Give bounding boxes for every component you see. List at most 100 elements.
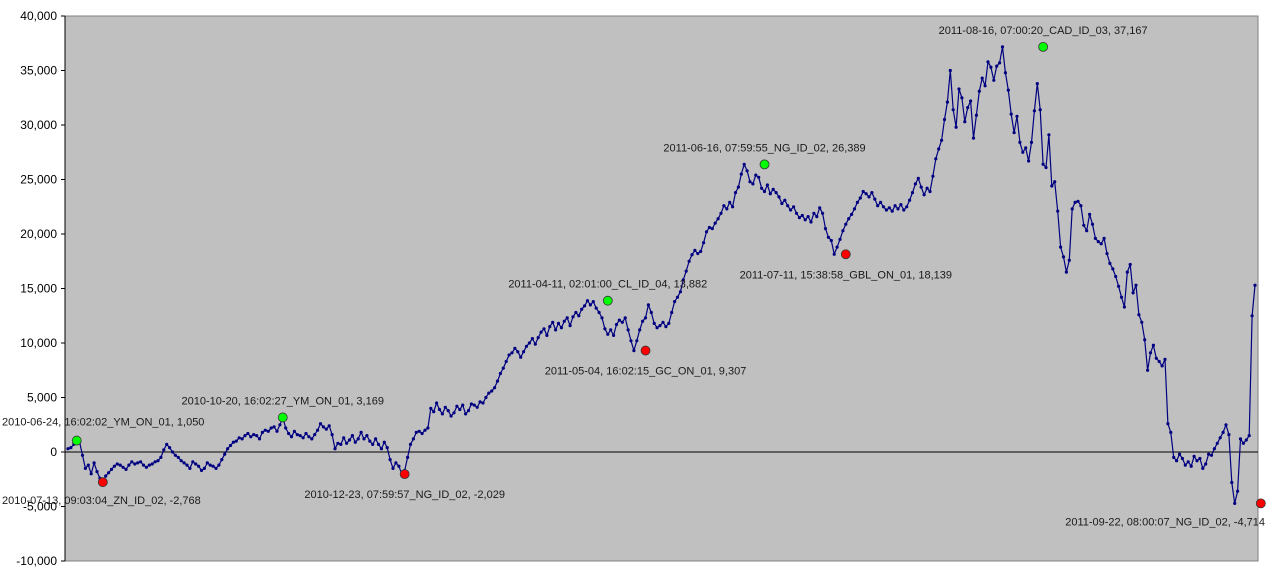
data-point [652, 321, 656, 325]
data-point [533, 342, 537, 346]
data-point [823, 227, 828, 231]
data-point [1183, 463, 1187, 467]
data-point [385, 446, 389, 450]
data-point [536, 336, 540, 340]
data-point [153, 460, 157, 464]
data-point [722, 204, 726, 208]
data-point [931, 174, 935, 178]
data-point [504, 359, 508, 364]
data-point [678, 290, 683, 294]
data-point [786, 204, 790, 208]
data-point [1163, 357, 1167, 361]
data-point [109, 467, 114, 471]
data-point [646, 303, 651, 307]
data-point [1180, 456, 1184, 461]
data-point [632, 349, 636, 353]
data-point [484, 395, 488, 400]
data-point [948, 68, 952, 73]
data-point [481, 401, 485, 405]
data-point [571, 315, 575, 319]
y-tick-label: 35,000 [20, 64, 57, 78]
data-point [638, 328, 642, 332]
data-point [237, 436, 241, 440]
annotation-layer: 2010-06-24, 16:02:02_YM_ON_01, 1,050 2010… [2, 25, 1266, 528]
data-point [466, 409, 471, 413]
data-point [501, 366, 505, 370]
data-point [574, 310, 578, 315]
data-point [635, 339, 639, 343]
data-point [736, 185, 741, 189]
data-point [539, 330, 543, 334]
data-point [469, 402, 473, 406]
data-point [1125, 270, 1129, 274]
data-point [821, 211, 825, 215]
data-point [228, 443, 233, 448]
data-point [408, 442, 413, 446]
data-point [716, 217, 720, 221]
data-point [966, 106, 970, 110]
data-point [176, 455, 180, 459]
data-point [864, 192, 868, 196]
data-point [231, 440, 235, 444]
data-point [887, 206, 891, 210]
data-point [812, 211, 816, 215]
data-point [490, 389, 494, 393]
data-point [835, 245, 839, 249]
data-point [1221, 430, 1225, 434]
data-point [356, 437, 360, 441]
data-point [583, 304, 587, 308]
data-point [223, 452, 227, 456]
y-tick-label: 25,000 [20, 173, 57, 187]
data-point [272, 425, 276, 429]
data-point [940, 138, 944, 142]
data-point [858, 196, 862, 200]
data-point [173, 453, 177, 457]
data-point [876, 204, 880, 208]
data-point [287, 431, 291, 436]
data-point [977, 89, 981, 93]
data-point [519, 355, 523, 359]
data-point [298, 434, 302, 438]
data-point [1230, 480, 1234, 485]
data-point [136, 461, 140, 465]
data-point [1093, 236, 1097, 240]
y-tick-label: 40,000 [20, 9, 57, 23]
data-point [1128, 262, 1132, 267]
data-point [464, 412, 468, 416]
data-point [1146, 368, 1150, 372]
data-point [916, 176, 920, 180]
data-point [1117, 284, 1121, 288]
data-point [83, 466, 87, 470]
data-point [1201, 466, 1205, 470]
data-point [748, 180, 752, 184]
data-point [850, 212, 854, 216]
data-point [1175, 459, 1179, 463]
data-point [832, 252, 836, 256]
data-point [1215, 441, 1219, 445]
data-point [226, 447, 230, 451]
data-point [884, 208, 889, 212]
data-point [1012, 131, 1016, 135]
max-marker [1038, 41, 1049, 52]
data-point [350, 434, 354, 438]
data-point [690, 253, 694, 257]
data-point [928, 189, 932, 194]
data-point [983, 84, 987, 88]
data-point [1096, 240, 1100, 244]
data-point [1021, 150, 1025, 154]
data-point [263, 428, 267, 432]
data-point [1160, 364, 1164, 368]
data-point [252, 433, 256, 437]
data-point [440, 412, 444, 416]
data-point [1151, 343, 1155, 347]
min-marker [97, 477, 108, 488]
data-point [974, 113, 979, 117]
data-point [257, 437, 262, 441]
data-point [986, 60, 990, 64]
data-point [435, 401, 439, 405]
data-point [391, 466, 395, 470]
data-point [121, 465, 125, 469]
data-point [614, 322, 619, 327]
data-point [301, 436, 305, 440]
min-marker [399, 469, 410, 480]
